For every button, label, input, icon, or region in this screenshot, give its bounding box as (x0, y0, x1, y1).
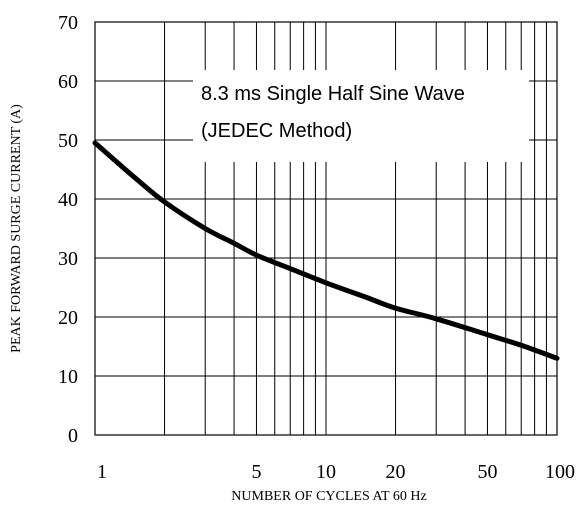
y-tick-label: 0 (68, 425, 78, 447)
plot-frame (94, 21, 558, 436)
y-tick-label: 20 (58, 307, 78, 329)
x-tick-label: 20 (386, 461, 406, 483)
annotation-box: 8.3 ms Single Half Sine Wave (JEDEC Meth… (193, 70, 529, 162)
x-tick-label: 100 (545, 461, 575, 483)
annotation-background (193, 70, 529, 162)
x-tick-label: 1 (97, 461, 107, 483)
y-tick-label: 60 (58, 71, 78, 93)
y-axis-label: PEAK FORWARD SURGE CURRENT (A) (9, 104, 24, 353)
annotation-line-2: (JEDEC Method) (201, 120, 352, 142)
x-tick-label: 10 (316, 461, 336, 483)
annotation-line-1: 8.3 ms Single Half Sine Wave (201, 83, 465, 105)
y-tick-label: 40 (58, 189, 78, 211)
series-line (92, 140, 560, 361)
x-tick-label: 5 (251, 461, 261, 483)
y-tick-label: 30 (58, 248, 78, 270)
x-axis-label: NUMBER OF CYCLES AT 60 Hz (231, 489, 426, 504)
y-tick-label: 10 (58, 366, 78, 388)
y-tick-label: 70 (58, 12, 78, 34)
y-tick-labels: 0 10 20 30 40 50 60 70 (58, 12, 78, 447)
x-tick-label: 50 (477, 461, 497, 483)
x-tick-labels: 1 5 10 20 50 100 (97, 461, 575, 483)
y-tick-label: 50 (58, 130, 78, 152)
